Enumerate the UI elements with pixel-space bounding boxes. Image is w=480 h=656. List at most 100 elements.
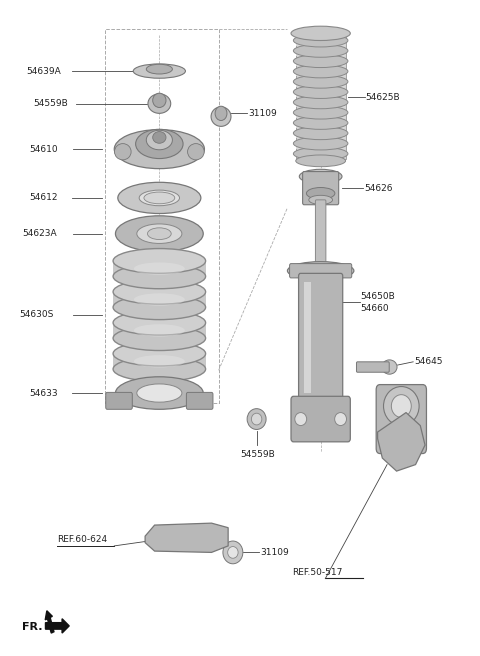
Ellipse shape [114,130,204,169]
FancyArrow shape [45,611,54,633]
Ellipse shape [116,216,203,251]
Ellipse shape [146,64,172,74]
FancyBboxPatch shape [315,200,326,277]
Ellipse shape [293,116,348,129]
Bar [296,81,345,87]
Ellipse shape [147,228,171,239]
Ellipse shape [309,195,333,205]
FancyBboxPatch shape [291,396,350,442]
Ellipse shape [288,262,354,280]
Ellipse shape [113,279,205,304]
Text: 54559B: 54559B [240,450,275,459]
Bar [296,72,345,77]
Text: 54660: 54660 [361,304,389,313]
Text: 54612: 54612 [29,194,58,203]
Ellipse shape [293,127,348,140]
Text: 54633: 54633 [29,388,58,398]
Ellipse shape [115,144,131,160]
Ellipse shape [293,137,348,150]
Ellipse shape [293,147,348,160]
Ellipse shape [153,132,166,143]
Ellipse shape [247,409,266,430]
FancyBboxPatch shape [357,362,389,372]
Ellipse shape [134,293,185,306]
Ellipse shape [113,310,205,335]
Ellipse shape [116,377,203,409]
Ellipse shape [113,264,205,289]
Bar [105,29,219,403]
Ellipse shape [223,541,243,564]
Ellipse shape [215,106,227,121]
Ellipse shape [113,341,205,366]
Ellipse shape [293,65,348,78]
Ellipse shape [228,546,238,558]
Ellipse shape [152,533,162,545]
Ellipse shape [146,131,172,150]
Bar [296,123,345,128]
Ellipse shape [335,413,347,426]
Text: 54610: 54610 [29,144,58,154]
Ellipse shape [291,26,350,41]
FancyBboxPatch shape [376,384,426,453]
Ellipse shape [133,64,185,78]
Ellipse shape [293,106,348,119]
Text: 54630S: 54630S [19,310,54,319]
Bar [296,51,345,56]
Text: FR.: FR. [22,622,42,632]
Bar [296,133,345,138]
FancyBboxPatch shape [302,172,339,205]
Ellipse shape [211,107,231,127]
Ellipse shape [113,249,205,274]
Ellipse shape [188,144,204,160]
Ellipse shape [293,85,348,98]
FancyBboxPatch shape [289,264,352,278]
Ellipse shape [296,155,346,167]
Text: 54650B: 54650B [361,293,396,301]
Text: 54623A: 54623A [23,229,57,238]
Ellipse shape [384,386,419,426]
Text: 31109: 31109 [260,548,288,557]
Bar [113,354,205,369]
Ellipse shape [252,413,262,425]
Ellipse shape [293,75,348,88]
Ellipse shape [293,34,348,47]
Bar [113,261,205,276]
FancyBboxPatch shape [299,274,343,402]
Text: 54559B: 54559B [34,99,68,108]
Ellipse shape [293,96,348,109]
FancyBboxPatch shape [186,392,213,409]
FancyBboxPatch shape [106,392,132,409]
Bar [296,102,345,108]
Polygon shape [378,413,425,471]
Ellipse shape [148,94,171,113]
Ellipse shape [137,224,182,243]
Ellipse shape [391,395,411,417]
Text: 54626: 54626 [364,184,393,193]
Text: 54639A: 54639A [26,66,61,75]
Bar [296,92,345,97]
Bar [296,61,345,66]
Ellipse shape [136,129,183,159]
Ellipse shape [139,190,180,206]
Text: 54645: 54645 [414,358,443,366]
Ellipse shape [118,182,201,213]
FancyArrow shape [46,619,69,633]
Ellipse shape [113,326,205,350]
Text: 54625B: 54625B [365,92,400,102]
Ellipse shape [134,262,185,275]
Ellipse shape [153,93,166,108]
Ellipse shape [113,295,205,319]
Ellipse shape [306,188,335,199]
Ellipse shape [293,54,348,68]
Ellipse shape [212,531,221,541]
Bar [296,35,346,159]
Ellipse shape [134,355,185,367]
Text: REF.60-624: REF.60-624 [57,535,108,544]
Bar [113,323,205,338]
Polygon shape [145,523,228,552]
Ellipse shape [137,384,182,402]
Ellipse shape [382,360,397,374]
Bar [296,113,345,117]
Ellipse shape [144,192,175,204]
Bar [296,41,345,45]
